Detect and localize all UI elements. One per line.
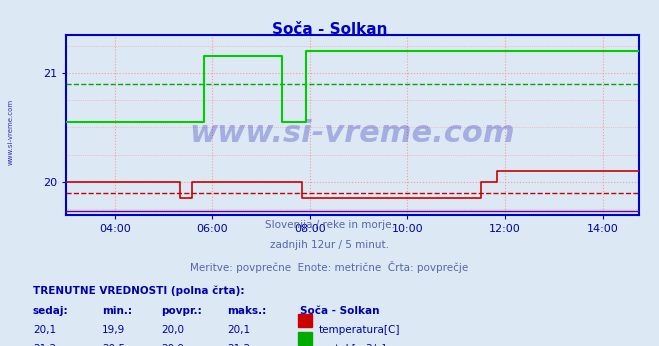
Text: 21,2: 21,2 <box>227 344 250 346</box>
Text: povpr.:: povpr.: <box>161 306 202 316</box>
Bar <box>298 332 312 345</box>
Text: 21,2: 21,2 <box>33 344 56 346</box>
Text: Soča - Solkan: Soča - Solkan <box>272 22 387 37</box>
Text: www.si-vreme.com: www.si-vreme.com <box>8 98 14 165</box>
Text: min.:: min.: <box>102 306 132 316</box>
Text: 20,0: 20,0 <box>161 325 185 335</box>
Text: Meritve: povprečne  Enote: metrične  Črta: povprečje: Meritve: povprečne Enote: metrične Črta:… <box>190 261 469 273</box>
Text: temperatura[C]: temperatura[C] <box>318 325 400 335</box>
Text: 19,9: 19,9 <box>102 325 125 335</box>
Text: Soča - Solkan: Soča - Solkan <box>300 306 380 316</box>
Text: 20,5: 20,5 <box>102 344 125 346</box>
Text: pretok[m3/s]: pretok[m3/s] <box>318 344 386 346</box>
Bar <box>298 314 312 327</box>
Text: Slovenija / reke in morje.: Slovenija / reke in morje. <box>264 220 395 230</box>
Text: 20,1: 20,1 <box>33 325 56 335</box>
Text: 20,1: 20,1 <box>227 325 250 335</box>
Text: 20,9: 20,9 <box>161 344 185 346</box>
Text: www.si-vreme.com: www.si-vreme.com <box>190 119 515 148</box>
Text: sedaj:: sedaj: <box>33 306 69 316</box>
Text: maks.:: maks.: <box>227 306 267 316</box>
Text: zadnjih 12ur / 5 minut.: zadnjih 12ur / 5 minut. <box>270 240 389 251</box>
Text: TRENUTNE VREDNOSTI (polna črta):: TRENUTNE VREDNOSTI (polna črta): <box>33 285 244 296</box>
